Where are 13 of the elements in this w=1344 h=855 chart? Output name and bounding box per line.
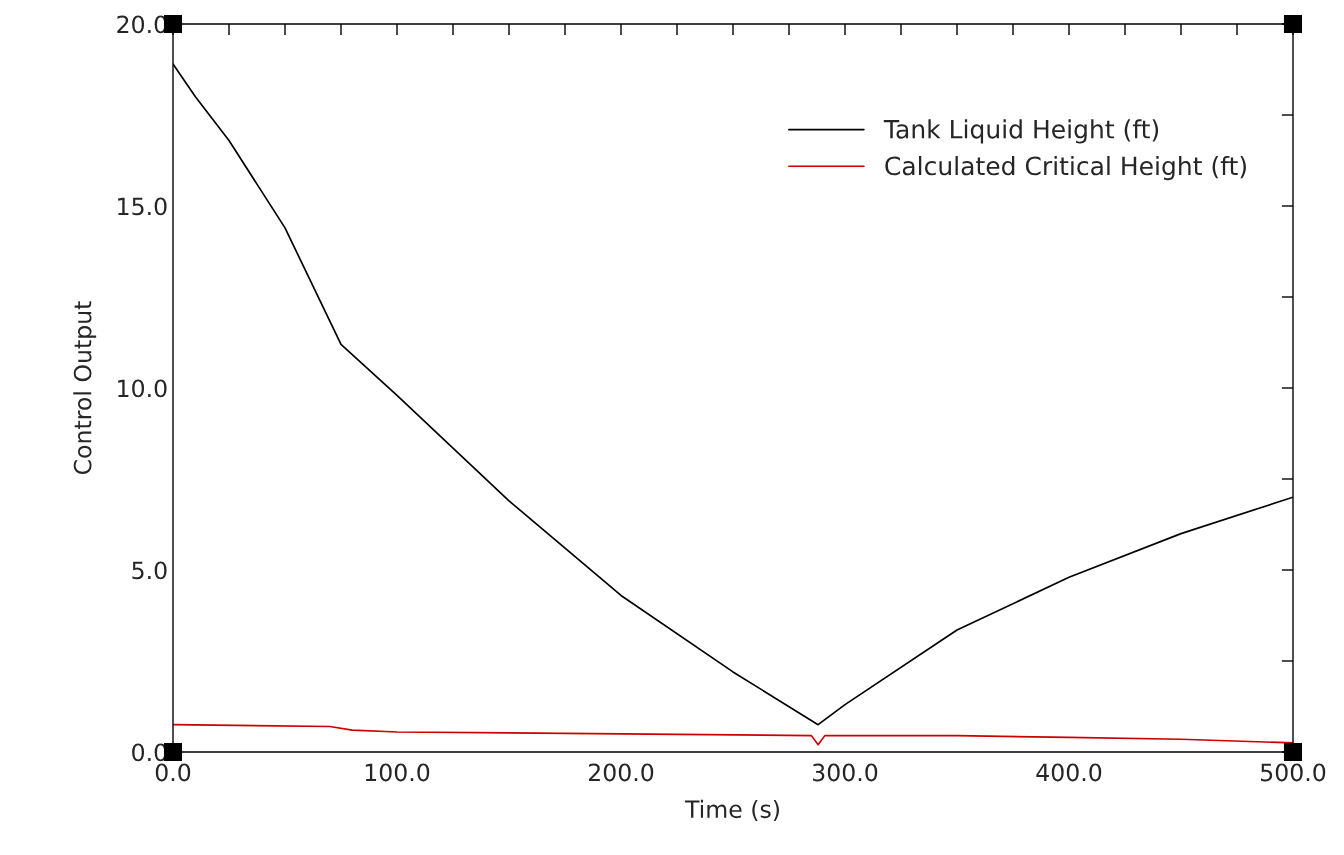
y-tick-label: 10.0 [118, 379, 167, 398]
x-tick-label: 0.0 [155, 763, 191, 782]
x-tick-label: 100.0 [365, 763, 430, 782]
x-tick-label: 400.0 [1036, 763, 1102, 782]
legend-label: Tank Liquid Height (ft) [883, 119, 1159, 144]
legend-label: Calculated Critical Height (ft) [885, 156, 1246, 181]
y-axis-title: Control Output [73, 301, 97, 475]
x-tick-label: 300.0 [813, 763, 878, 782]
y-tick-label: 15.0 [118, 197, 167, 216]
y-tick-label: 5.0 [132, 561, 167, 580]
x-axis-title: Time (s) [684, 799, 779, 821]
x-tick-label: 500.0 [1261, 763, 1326, 782]
x-tick-label: 200.0 [588, 763, 654, 782]
